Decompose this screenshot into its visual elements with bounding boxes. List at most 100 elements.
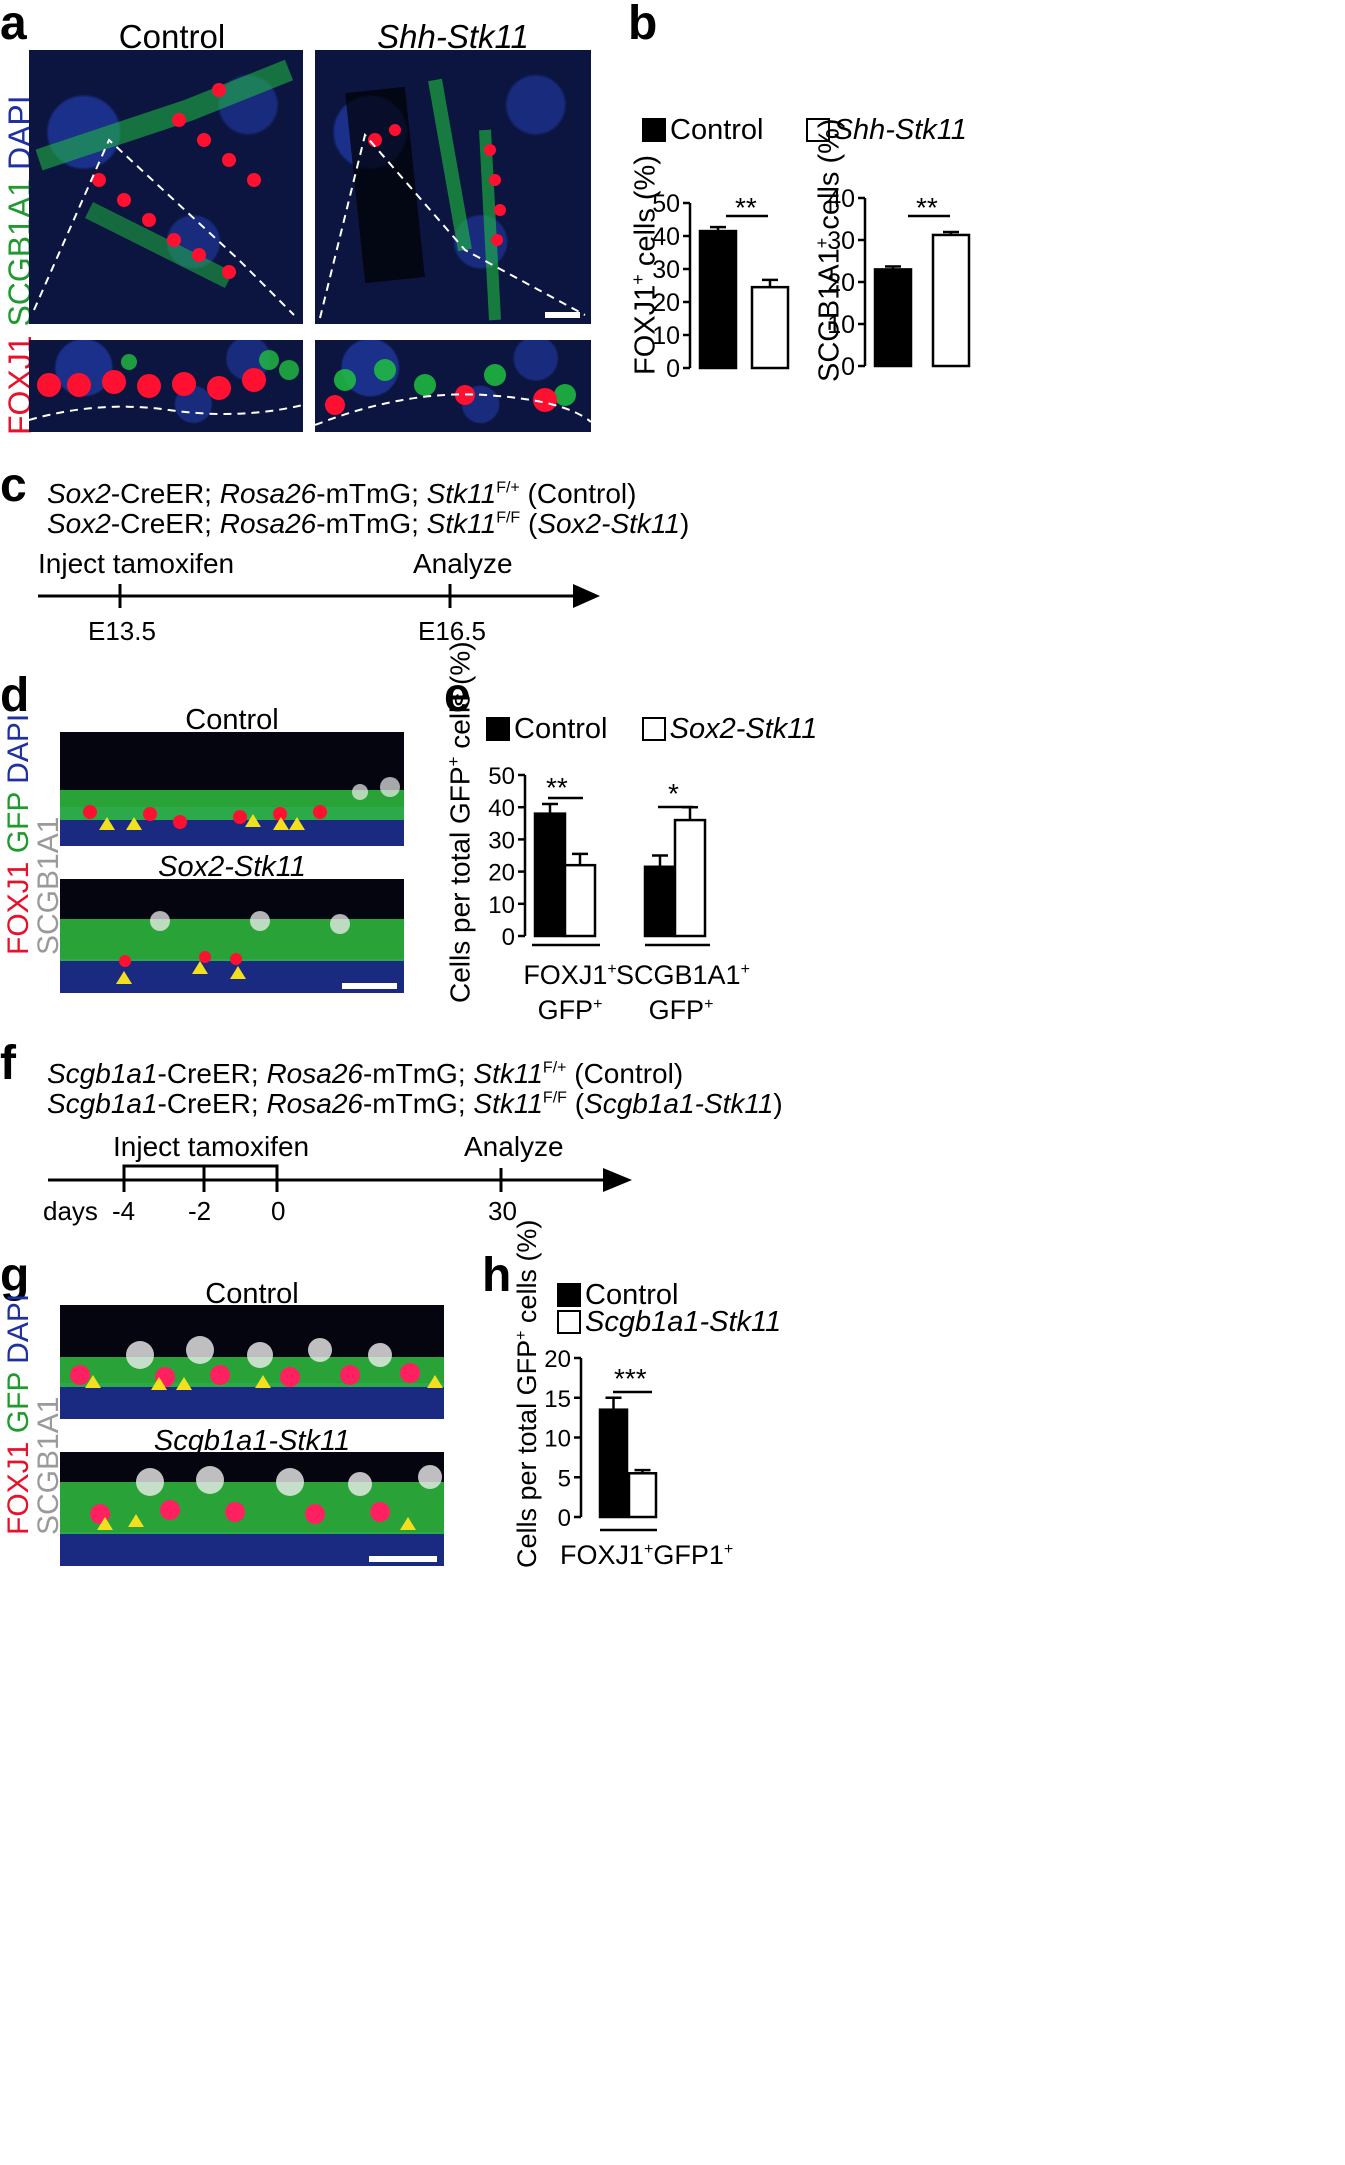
micrograph-a-mutant-zoom	[315, 340, 591, 432]
allele: F/+	[496, 479, 520, 497]
gene: Scgb1a1	[47, 1088, 158, 1119]
panel-a-control-title: Control	[118, 18, 226, 55]
panel-b-legend: Control Shh-Stk11	[642, 114, 967, 147]
gene: Sox2	[47, 508, 111, 539]
bar	[750, 285, 790, 370]
text: (Control)	[519, 478, 637, 509]
allele: F/F	[496, 509, 521, 527]
gene: Rosa26	[266, 1088, 363, 1119]
y-tick-label: 0	[841, 353, 855, 381]
ylabel-sup: +	[513, 1330, 530, 1340]
y-tick-label: 0	[666, 355, 680, 383]
bar	[931, 233, 971, 368]
bar	[627, 1472, 658, 1519]
text: )	[679, 508, 690, 539]
allele: F/F	[542, 1089, 567, 1107]
genotype-mutant-f: Scgb1a1-CreER; Rosa26-mTmG; Stk11F/F (Sc…	[47, 1088, 783, 1120]
text: )	[773, 1088, 783, 1119]
text: (	[520, 508, 538, 539]
label-sup: +	[607, 961, 617, 978]
scale-bar	[369, 1556, 437, 1562]
text: -mTmG;	[362, 1088, 474, 1119]
bar	[563, 863, 597, 938]
panel-g-mutant-title: Scgb1a1-Stk11	[153, 1425, 351, 1457]
panel-g-stain-label: FOXJ1 GFP DAPI	[2, 1294, 36, 1535]
y-tick-label: 40	[488, 795, 515, 822]
panel-h-group-label: FOXJ1+GFP1+	[560, 1540, 733, 1571]
text: -CreER;	[157, 1088, 267, 1119]
gene: Stk11	[426, 508, 497, 539]
micrograph-g-mutant	[60, 1452, 444, 1566]
ylabel-suffix: cells (%)	[444, 641, 476, 757]
gene: Sox2-Stk11	[537, 508, 680, 539]
timeline-c-arrow	[38, 584, 600, 608]
y-tick-label: 0	[502, 924, 515, 950]
y-tick-label: 40	[652, 223, 680, 251]
timeline-f-analyze: Analyze	[464, 1131, 564, 1162]
gene: Scgb1a1-Stk11	[584, 1088, 774, 1119]
scale-bar	[545, 312, 580, 318]
y-tick-label: 20	[652, 289, 680, 317]
text: -CreER;	[110, 508, 220, 539]
label-sup: +	[740, 961, 750, 978]
y-tick-label: 20	[827, 269, 855, 297]
chart-e: 0 10 20 30 40 50	[488, 763, 710, 950]
sig-e-2: *	[668, 778, 679, 809]
genotype-control-c: Sox2-CreER; Rosa26-mTmG; Stk11F/+ (Contr…	[47, 478, 636, 510]
y-tick-label: 10	[545, 1426, 571, 1453]
scale-bar	[342, 983, 397, 989]
panel-e-ylabel: Cells per total GFP+ cells (%)	[444, 641, 476, 1003]
legend-mutant: Sox2-Stk11	[669, 713, 818, 745]
y-tick-label: 50	[652, 190, 680, 218]
gene: Stk11	[473, 1058, 543, 1089]
legend-swatch-control	[557, 1283, 581, 1307]
legend-swatch-mutant	[805, 118, 830, 142]
sig-h: ***	[614, 1363, 647, 1394]
panel-e-group2-label: SCGB1A1+ GFP+	[616, 955, 750, 1025]
y-tick-label: 50	[488, 763, 515, 790]
ylabel-text: Cells per total GFP	[512, 1339, 542, 1568]
y-tick-label: 30	[652, 256, 680, 284]
label-text: SCGB1A1	[616, 960, 741, 990]
panel-label-h: h	[482, 1249, 512, 1302]
timeline-c-tick1: E13.5	[88, 616, 156, 646]
panel-label-e: e	[444, 669, 471, 722]
text: -CreER;	[110, 478, 220, 509]
genotype-mutant-c: Sox2-CreER; Rosa26-mTmG; Stk11F/F (Sox2-…	[47, 508, 689, 540]
gene: Rosa26	[219, 478, 317, 509]
panel-label-g: g	[0, 1249, 30, 1302]
chart-h: 0 5 10 15 20	[545, 1346, 658, 1532]
gene: Rosa26	[266, 1058, 363, 1089]
y-tick-label: 5	[558, 1465, 571, 1492]
legend-control: Control	[585, 1279, 679, 1311]
panel-label-c: c	[0, 459, 27, 512]
panel-a-mutant-title: Shh-Stk11	[377, 18, 529, 55]
timeline-f-days: days	[43, 1196, 98, 1226]
bar	[698, 229, 738, 370]
panel-label-f: f	[0, 1037, 16, 1090]
timeline-f-tick-4: 30	[488, 1196, 517, 1226]
y-tick-label: 20	[488, 860, 515, 887]
panel-h-ylabel: Cells per total GFP+ cells (%)	[512, 1220, 543, 1568]
sig-b-left: **	[735, 192, 757, 223]
text: (	[566, 1088, 585, 1119]
micrograph-a-mutant	[315, 50, 591, 324]
legend-mutant: Shh-Stk11	[833, 114, 967, 146]
bar	[598, 1408, 629, 1519]
label-sup: +	[723, 1541, 734, 1558]
label-sup: +	[593, 996, 603, 1013]
genotype-control-f: Scgb1a1-CreER; Rosa26-mTmG; Stk11F/+ (Co…	[47, 1058, 683, 1090]
timeline-f-arrow	[48, 1164, 632, 1192]
text: -mTmG;	[362, 1058, 474, 1089]
timeline-f-inject: Inject tamoxifen	[113, 1131, 310, 1162]
label-sup: +	[644, 1541, 654, 1558]
sig-e-1: **	[546, 772, 568, 803]
timeline-c-tick2: E16.5	[418, 616, 486, 646]
y-tick-label: 15	[545, 1386, 571, 1413]
panel-e-legend: Control Sox2-Stk11	[486, 713, 817, 746]
ylabel-text: Cells per total GFP	[444, 766, 476, 1003]
panel-d-mutant-title: Sox2-Stk11	[158, 851, 306, 883]
stain-dapi: DAPI	[2, 1293, 35, 1364]
text: -mTmG;	[316, 508, 427, 539]
legend-mutant: Scgb1a1-Stk11	[585, 1306, 782, 1338]
